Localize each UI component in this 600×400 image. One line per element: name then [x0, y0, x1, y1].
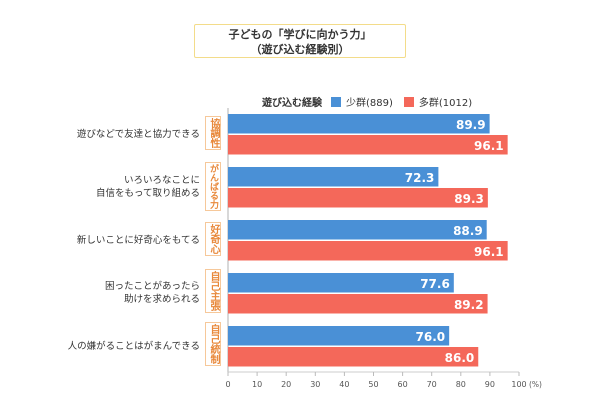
- category-tag: 協調性: [205, 115, 221, 150]
- bar-low: [228, 326, 450, 346]
- x-tick-label: 60: [398, 380, 408, 389]
- data-label: 96.1: [474, 245, 504, 259]
- legend-swatch-high: [403, 96, 414, 107]
- data-label: 88.9: [453, 224, 483, 238]
- x-tick-label: 90: [485, 380, 495, 389]
- category-tag: 自己主張: [205, 269, 221, 313]
- legend-title: 遊び込む経験: [262, 98, 322, 109]
- data-label: 72.3: [405, 171, 435, 185]
- legend-label-high: 多群(1012): [418, 98, 473, 109]
- category-label: 遊びなどで友達と協力できる: [76, 128, 200, 140]
- x-tick-label: 80: [456, 380, 466, 389]
- data-label: 86.0: [445, 351, 475, 365]
- legend-swatch-low: [331, 96, 341, 107]
- x-tick-label: 10: [252, 380, 262, 389]
- bar-high: [228, 294, 488, 314]
- category-label: いろいろなことに 自信をもって取り組める: [95, 175, 200, 199]
- bar-high: [228, 188, 488, 208]
- bar-high: [228, 347, 479, 367]
- legend-label-low: 少群(889): [346, 98, 393, 109]
- category-tag: 自己統制: [205, 322, 221, 366]
- category-tag: 好奇心: [205, 221, 221, 256]
- x-tick-label: 50: [368, 380, 378, 389]
- data-label: 89.9: [456, 118, 486, 132]
- category-label: 困ったことがあったら 助けを求められる: [104, 281, 200, 305]
- x-tick-label: 100: [511, 380, 526, 389]
- data-label: 96.1: [474, 139, 504, 153]
- category-label: 新しいことに好奇心をもてる: [76, 234, 200, 246]
- x-tick-label: 70: [427, 380, 437, 389]
- bar-low: [228, 220, 487, 240]
- category-label: 人の嫌がることはがまんできる: [67, 340, 200, 352]
- data-label: 77.6: [420, 277, 450, 291]
- bar-low: [228, 273, 454, 293]
- x-tick-label: 40: [339, 380, 349, 389]
- data-label: 89.3: [454, 192, 484, 206]
- bar-high: [228, 241, 508, 261]
- category-tag: がんばる力: [205, 162, 221, 211]
- x-tick-label: 0: [225, 380, 230, 389]
- bar-low: [228, 114, 490, 134]
- data-label: 76.0: [416, 330, 446, 344]
- chart-title: 子どもの「学びに向かう力」 （遊び込む経験別）: [194, 24, 406, 58]
- bar-low: [228, 167, 439, 187]
- x-tick-label: 20: [281, 380, 291, 389]
- bar-high: [228, 135, 508, 155]
- x-tick-label: 30: [310, 380, 320, 389]
- x-unit-label: (%): [529, 380, 542, 389]
- data-label: 89.2: [454, 298, 484, 312]
- legend: 遊び込む経験 少群(889) 多群(1012): [262, 94, 472, 109]
